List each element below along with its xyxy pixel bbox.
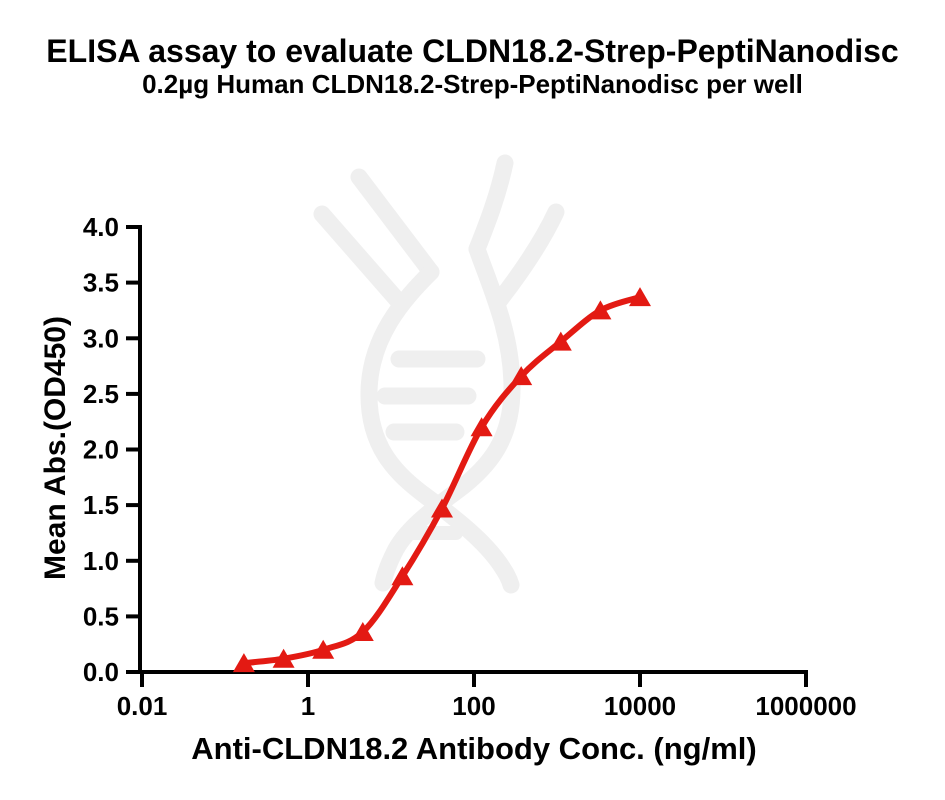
y-tick-label: 2.5 — [83, 379, 119, 409]
data-point-marker — [232, 653, 255, 673]
y-tick-label: 1.0 — [83, 546, 119, 576]
x-axis-label: Anti-CLDN18.2 Antibody Conc. (ng/ml) — [191, 731, 757, 766]
y-tick-label: 0.0 — [83, 657, 119, 687]
data-point-marker — [629, 287, 651, 307]
x-tick-label: 1 — [301, 691, 315, 721]
data-point-marker — [470, 417, 493, 437]
data-point-marker — [549, 331, 572, 351]
fit-curve — [240, 294, 643, 667]
y-tick-label: 0.5 — [83, 601, 119, 631]
x-tick-label: 0.01 — [117, 691, 168, 721]
data-point-marker — [589, 300, 612, 320]
x-tick-label: 10000 — [604, 691, 676, 721]
data-point-marker — [312, 639, 335, 659]
data-point-marker — [510, 366, 533, 386]
data-point-marker — [391, 566, 414, 586]
y-tick-label: 3.5 — [83, 268, 119, 298]
data-point-marker — [272, 648, 295, 668]
data-point-marker — [431, 498, 453, 518]
y-tick-label: 4.0 — [83, 212, 119, 242]
data-point-marker — [351, 622, 374, 641]
figure-title: ELISA assay to evaluate CLDN18.2-Strep-P… — [46, 33, 899, 69]
x-tick-label: 1000000 — [755, 691, 856, 721]
y-axis-label: Mean Abs.(OD450) — [39, 316, 72, 580]
y-tick-label: 1.5 — [83, 490, 119, 520]
y-tick-label: 3.0 — [83, 323, 119, 353]
x-tick-label: 100 — [452, 691, 495, 721]
y-tick-label: 2.0 — [83, 435, 119, 465]
figure-subtitle: 0.2µg Human CLDN18.2-Strep-PeptiNanodisc… — [142, 69, 803, 99]
